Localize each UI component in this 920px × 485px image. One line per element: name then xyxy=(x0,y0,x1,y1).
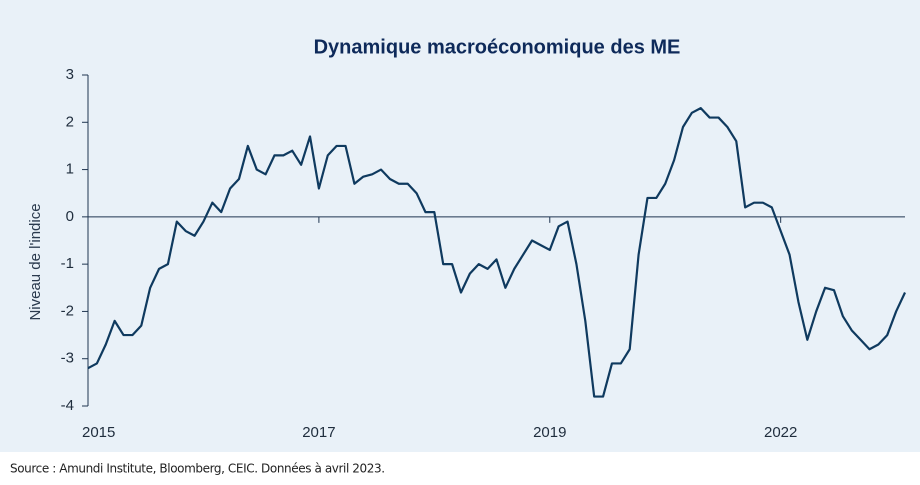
x-tick-label: 2015 xyxy=(82,424,115,441)
y-tick-label: 0 xyxy=(66,208,74,225)
source-note: Source : Amundi Institute, Bloomberg, CE… xyxy=(10,462,385,476)
y-tick-label: 2 xyxy=(66,113,74,130)
chart-panel xyxy=(0,0,920,452)
y-axis-label: Niveau de l'indice xyxy=(27,203,44,320)
data-line xyxy=(87,107,906,398)
y-tick-label: 1 xyxy=(66,161,74,178)
chart-title: Dynamique macroéconomique des ME xyxy=(314,36,681,58)
y-tick-label: -3 xyxy=(61,350,74,367)
y-tick-label: -2 xyxy=(61,302,74,319)
y-tick-label: -1 xyxy=(61,255,74,272)
x-tick-label: 2019 xyxy=(533,424,566,441)
y-tick-label: -4 xyxy=(61,397,74,414)
y-tick-label: 3 xyxy=(66,66,74,83)
x-tick-label: 2022 xyxy=(764,424,797,441)
x-tick-label: 2017 xyxy=(302,424,335,441)
